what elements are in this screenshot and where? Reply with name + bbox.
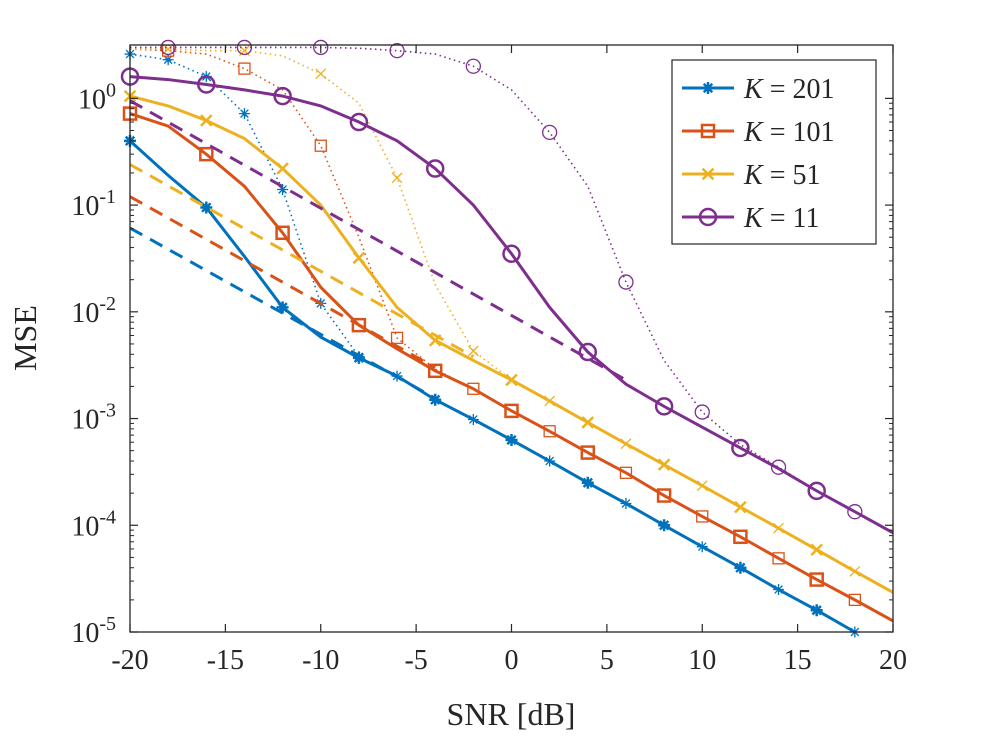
k-11-dotted-marker [542,124,558,141]
k-101-solid-marker [809,572,824,587]
k-51-solid-marker [810,543,823,557]
k-51-solid-marker [734,500,747,514]
legend-marker [702,82,714,94]
k-201-dotted-marker [162,54,174,66]
y-tick-label: 10-1 [71,186,116,222]
k-201-solid-marker [810,604,823,617]
k-11-dotted-marker [618,274,634,290]
k-201-solid-marker [658,519,671,532]
k-51-solid-marker [581,416,595,429]
k-11-solid-marker [807,481,826,501]
k-11-solid-marker [654,397,674,416]
k-11-dotted-marker [236,39,253,56]
k-11-solid-line [130,75,893,535]
k-201-solid-marker [200,201,213,214]
legend-label: K = 51 [743,160,820,191]
k-201-solid-marker [352,351,365,364]
k-101-solid-marker [275,225,290,241]
x-tick-label: -5 [404,645,427,676]
k-101-solid-marker [656,488,672,503]
k-201-solid-marker [505,433,518,446]
k-201-solid-marker [734,561,747,574]
x-tick-label: 5 [600,645,614,676]
x-tick-label: 0 [505,645,519,676]
x-tick-label: 15 [784,645,812,676]
k-101-solid-marker [351,317,367,333]
k-101-dotted-marker [619,466,633,479]
y-tick-label: 10-4 [71,506,116,542]
k-51-solid-marker [428,334,442,347]
k-101-solid-marker [427,363,443,379]
k-11-dotted-marker [389,42,405,59]
tick-layer: -20 -15 -10 -5 0 5 10 15 20 100 10-1 10-2 10-3 10-4 10… [71,45,907,676]
k-101-dotted-marker [848,593,861,607]
k-101-solid-line [130,112,893,623]
x-tick-label: -10 [302,645,339,676]
k-201-solid-marker [581,476,594,489]
y-axis-title: MSE [7,305,43,371]
k-11-solid-marker [273,86,292,106]
series-layer [120,39,893,638]
legend-marker [700,123,716,139]
k-11-solid-marker [425,159,445,178]
k-11-solid-marker [502,244,521,264]
legend-label: K = 201 [743,74,834,105]
y-tick-label: 10-2 [71,293,116,329]
k-11-dashed-line [130,99,627,382]
k-51-solid-marker [352,251,366,265]
x-tick-label: -15 [207,645,244,676]
k-201-dotted-marker [238,108,250,120]
series-group [123,43,893,594]
k-101-dotted-marker [467,382,480,395]
k-11-dotted-marker [847,504,863,520]
series-group [122,44,893,623]
k-11-dotted-marker [313,39,329,56]
k-51-solid-marker [200,114,213,127]
y-tick-label: 10-3 [71,400,116,436]
x-tick-label: -20 [111,645,148,676]
k-101-dashed-line [130,195,436,369]
k-101-dotted-marker [238,62,251,75]
legend: K = 201 K = 101 K = 51 K = 11 [671,59,877,245]
k-201-dotted-marker [277,183,289,195]
x-tick-label: 10 [688,645,716,676]
k-11-dotted-marker [770,459,787,475]
k-11-solid-marker [197,75,216,94]
y-tick-label: 10-5 [71,613,116,649]
k-201-solid-marker [276,301,289,314]
k-51-dotted-marker [315,68,327,80]
k-11-dotted-marker [694,404,710,420]
x-axis-title: SNR [dB] [447,696,576,732]
k-11-solid-marker [349,112,369,132]
k-101-dotted-marker [314,139,327,152]
legend-marker [698,207,718,227]
k-51-dotted-marker [391,172,403,184]
k-101-solid-marker [580,445,596,460]
k-101-solid-marker [199,146,214,162]
k-11-dotted-marker [160,39,176,56]
k-11-dotted-marker [465,58,482,74]
k-11-solid-marker [578,342,598,362]
k-51-dotted-marker [467,345,479,357]
k-101-solid-marker [733,529,748,545]
legend-marker [701,167,715,181]
k-101-solid-marker [504,403,519,419]
x-tick-label: 20 [879,645,907,676]
y-tick-label: 100 [78,79,116,115]
legend-label: K = 101 [743,117,834,148]
k-51-solid-marker [657,458,671,471]
k-51-solid-marker [276,162,289,175]
k-11-dotted-line [130,46,893,534]
k-201-solid-marker [429,393,442,406]
k-51-solid-marker [505,373,518,387]
k-11-solid-marker [731,438,750,458]
k-101-dotted-marker [543,425,556,438]
k-101-dotted-marker [772,552,785,565]
k-101-dotted-marker [390,331,404,345]
k-51-dotted-marker [162,43,174,55]
legend-label: K = 11 [743,203,819,234]
series-group [120,39,893,535]
k-101-dotted-marker [696,510,709,523]
